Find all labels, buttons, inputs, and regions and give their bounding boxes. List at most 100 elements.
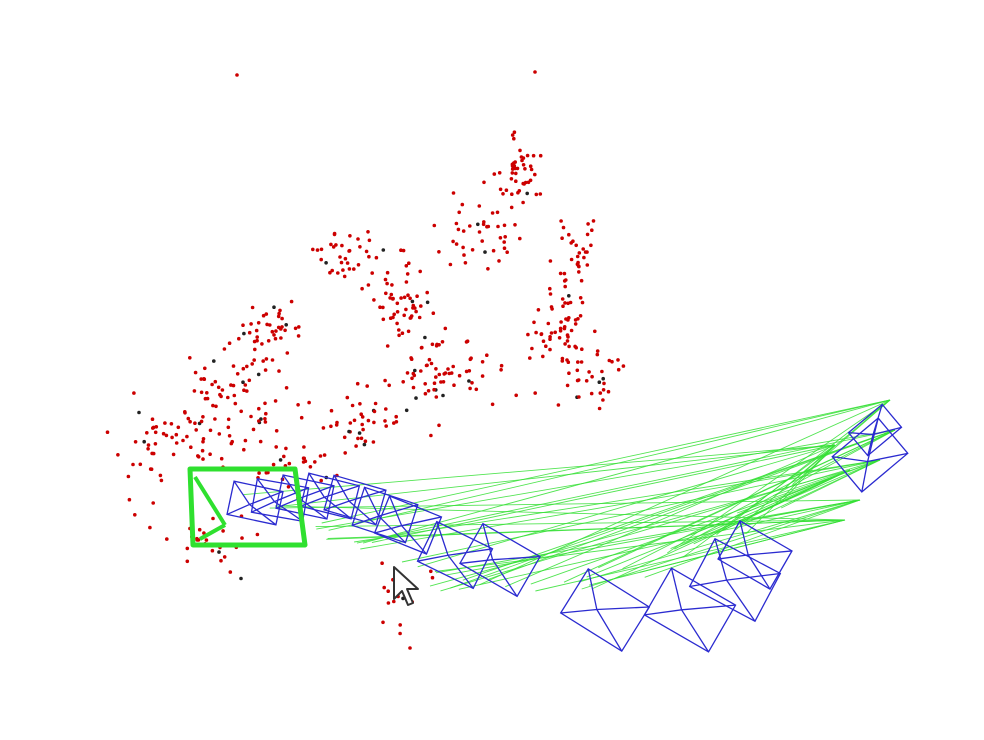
match-line (745, 444, 836, 534)
map-point (348, 421, 353, 425)
map-point (456, 227, 461, 232)
map-point (264, 312, 269, 316)
map-point (561, 225, 566, 230)
map-point (153, 430, 158, 435)
keyframe-frustum (299, 472, 361, 520)
frame-edge (226, 503, 250, 516)
mouse-pointer-icon (393, 566, 419, 606)
map-point (251, 427, 256, 432)
map-point (299, 415, 304, 420)
map-point (546, 321, 551, 326)
map-point (405, 371, 410, 375)
map-point (365, 384, 370, 388)
map-point (293, 326, 298, 331)
map-point (277, 311, 281, 316)
map-point (451, 239, 455, 244)
map-point (276, 314, 281, 319)
map-point (454, 242, 459, 246)
map-point (574, 243, 578, 248)
map-point (437, 343, 441, 347)
match-line (434, 519, 846, 572)
map-point (220, 388, 225, 392)
match-line (440, 459, 881, 592)
frame-edge (587, 568, 598, 610)
map-point (185, 546, 190, 551)
map-point (513, 160, 517, 164)
map-point (538, 153, 543, 158)
map-point (429, 433, 433, 438)
map-point (616, 367, 621, 372)
map-point (159, 478, 164, 483)
map-point (347, 429, 351, 434)
match-line (449, 429, 896, 589)
match-line (535, 519, 846, 592)
map-point (273, 399, 278, 403)
map-point (297, 325, 301, 329)
map-point (563, 284, 567, 289)
frame-border (847, 403, 903, 457)
map-point (352, 267, 356, 271)
map-point (226, 417, 231, 422)
map-point (583, 250, 588, 254)
map-point (381, 305, 385, 310)
map-point (366, 418, 371, 423)
map-point (197, 527, 202, 532)
map-point (408, 646, 412, 650)
map-point (366, 230, 370, 234)
map-point (409, 357, 414, 362)
map-point (212, 359, 216, 363)
frame-edge (482, 523, 494, 560)
map-point (492, 172, 497, 176)
map-point (423, 391, 428, 396)
map-point (451, 364, 456, 369)
frame-edge (299, 485, 335, 500)
frame-edge (300, 496, 325, 507)
map-point (549, 305, 554, 309)
map-point (480, 239, 485, 243)
match-line (321, 399, 891, 524)
feature-match-lines (243, 399, 896, 592)
map-point (423, 335, 427, 340)
map-point (188, 356, 192, 360)
map-point (580, 347, 584, 352)
map-point (590, 228, 594, 232)
map-point (373, 401, 378, 406)
map-point (381, 317, 386, 322)
map-point (510, 171, 515, 175)
map-point (563, 342, 567, 346)
map-point (345, 261, 350, 265)
map-point (364, 249, 369, 254)
map-point (560, 359, 565, 363)
map-point (382, 585, 387, 590)
map-point (548, 292, 553, 296)
frame-edge (251, 501, 275, 513)
map-point (226, 425, 231, 430)
map-point (467, 379, 471, 383)
map-point (385, 344, 390, 348)
map-point (127, 497, 132, 502)
map-point (283, 328, 287, 333)
map-point (516, 190, 520, 195)
map-point (390, 283, 394, 287)
map-point (441, 380, 446, 384)
map-point (532, 320, 536, 325)
map-point (443, 326, 448, 331)
map-point (233, 401, 238, 406)
map-point (512, 136, 516, 141)
map-point (607, 358, 612, 363)
map-point (548, 337, 552, 342)
keyframe-frustum (373, 495, 443, 555)
map-point (414, 396, 418, 400)
map-point (261, 359, 266, 363)
map-point (176, 425, 181, 430)
map-point (338, 255, 342, 259)
map-point (367, 254, 371, 259)
map-point (482, 180, 486, 185)
map-point (557, 336, 562, 340)
map-point (404, 264, 409, 268)
map-point (296, 403, 300, 407)
map-point (461, 245, 465, 250)
map-point (265, 322, 269, 327)
